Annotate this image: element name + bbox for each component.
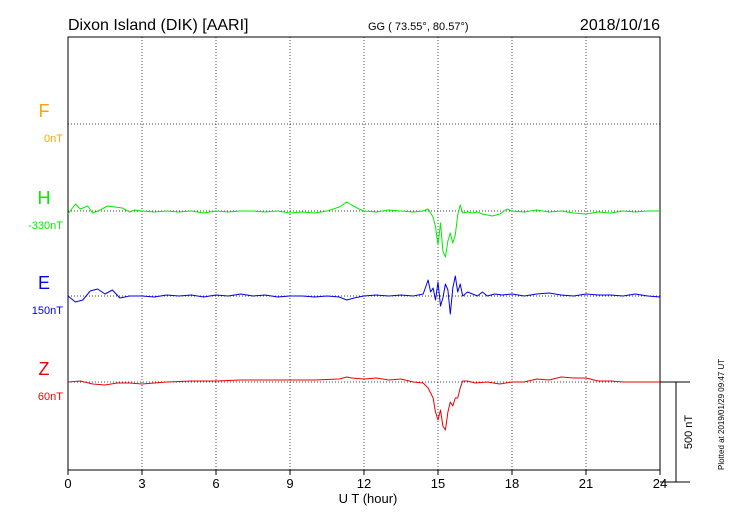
series-name-f: F bbox=[39, 101, 50, 121]
series-name-z: Z bbox=[39, 359, 50, 379]
x-tick-label: 15 bbox=[431, 476, 445, 491]
x-tick-label: 0 bbox=[64, 476, 71, 491]
series-line-z bbox=[67, 376, 660, 431]
series-offset-e: 150nT bbox=[32, 305, 63, 317]
series-name-h: H bbox=[38, 188, 51, 208]
x-tick-label: 9 bbox=[286, 476, 293, 491]
series-line-e bbox=[67, 275, 661, 315]
series-line-h bbox=[67, 201, 660, 258]
series-lines bbox=[67, 201, 661, 431]
series-offset-f: 0nT bbox=[44, 133, 63, 145]
x-axis-ticks: 0 3 6 9 12 15 18 21 24 bbox=[64, 470, 667, 491]
plot-timestamp: Plotted at 2019/01/29 09:47 UT bbox=[717, 359, 726, 470]
x-tick-label: 12 bbox=[357, 476, 371, 491]
x-tick-label: 24 bbox=[653, 476, 667, 491]
x-tick-label: 6 bbox=[212, 476, 219, 491]
x-axis-label: U T (hour) bbox=[339, 491, 398, 506]
chart-date: 2018/10/16 bbox=[580, 17, 660, 34]
x-tick-label: 3 bbox=[138, 476, 145, 491]
x-tick-label: 18 bbox=[505, 476, 519, 491]
grid-lines bbox=[141, 37, 587, 470]
series-name-e: E bbox=[38, 273, 50, 293]
x-tick-label: 21 bbox=[579, 476, 593, 491]
chart-coordinates: GG ( 73.55°, 80.57°) bbox=[368, 21, 469, 33]
scale-bar: 500 nT bbox=[660, 381, 695, 483]
series-labels: F 0nT H -330nT E 150nT Z 60nT bbox=[28, 101, 63, 403]
series-offset-h: -330nT bbox=[28, 220, 63, 232]
series-offset-z: 60nT bbox=[38, 391, 63, 403]
scale-bar-label: 500 nT bbox=[683, 415, 695, 450]
chart-title: Dixon Island (DIK) [AARI] bbox=[68, 17, 249, 34]
